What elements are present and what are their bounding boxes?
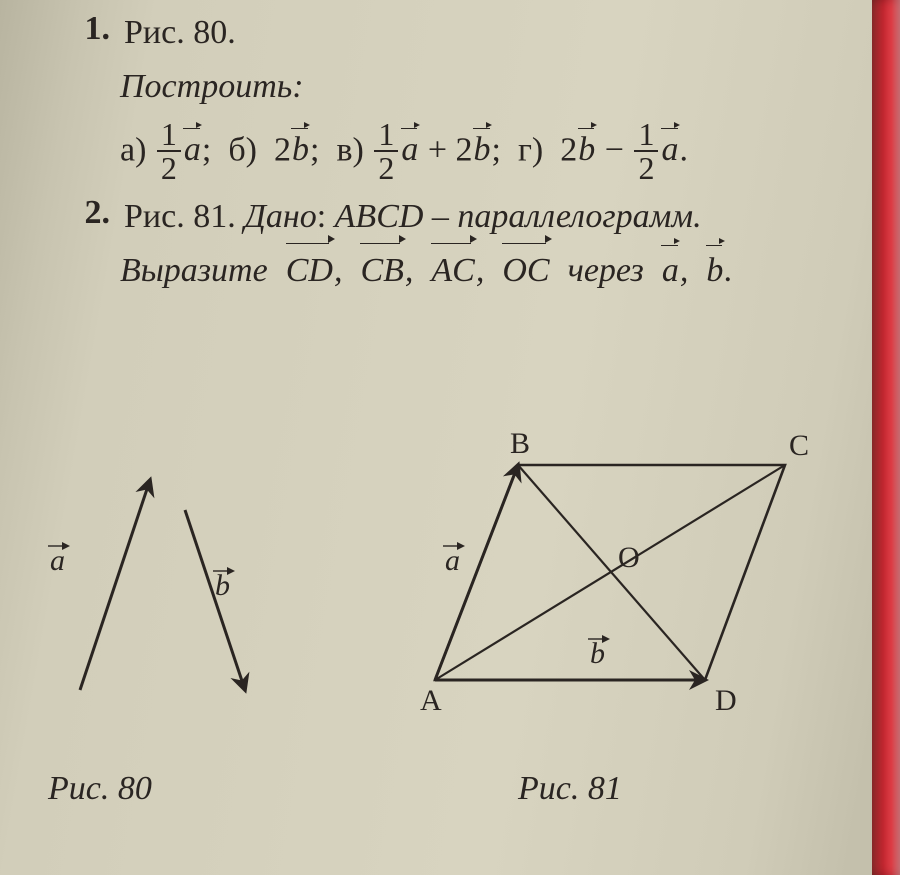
vec-b-2: b [473,131,492,169]
vec-b-1: b [291,131,310,169]
figure-80: a b [20,440,320,740]
problem-2-text: Рис. 81. Дано: ABCD – параллелограмм. [124,194,702,240]
fraction-half-2: 1 2 [374,118,398,184]
figure-80-caption: Рис. 80 [48,770,152,808]
figure-81-caption: Рис. 81 [518,770,622,808]
figure-81: A B C D O a b [380,425,850,735]
fraction-half-1: 1 2 [157,118,181,184]
vec-b-p2: b [705,248,724,294]
problem-1-instruction: Построить: [120,64,850,110]
problem-1-formula: а) 1 2 a; б) 2b; в) 1 2 a + 2b; г) 2b − … [120,118,850,184]
part-a-label: а) [120,131,146,168]
fig81-label-a: a [443,542,465,577]
problem-1-instruction-text: Построить: [120,64,304,110]
problem-2-line1: 2. Рис. 81. Дано: ABCD – параллелограмм. [50,194,850,240]
part-g-label: г) [518,131,543,168]
problem-1-number: 1. [50,10,120,48]
fig81-A: A [420,684,442,717]
part-v-label: в) [336,131,363,168]
diagonal-ac [435,465,785,680]
vec-OC: OC [501,248,550,294]
fig81-B: B [510,427,530,460]
fig80-label-b: b [213,567,235,602]
vec-CB: CB [359,248,404,294]
vec-a-p2: a [661,248,680,294]
fig81-label-b: b [588,635,610,670]
vec-b-3: b [577,131,596,169]
vec-a-2: a [400,131,419,169]
fig81-C: C [789,429,809,462]
vec-AC: AC [430,248,475,294]
problem-1-line1: 1. Рис. 80. [50,10,850,56]
vec-CD: CD [285,248,334,294]
fraction-half-3: 1 2 [634,118,658,184]
vec-a-1: a [183,131,202,169]
fig80-vector-a [80,480,150,690]
diagonal-bd [518,465,705,680]
fig80-label-a: a [48,542,70,577]
fig81-D: D [715,684,737,717]
book-spine [872,0,900,875]
fig81-O: O [618,541,640,574]
problem-2-task: Выразите CD, CB, AC, OC через a, b. [120,248,733,294]
figures-area: a b A B C D O a b [0,380,872,860]
problem-2-line2: Выразите CD, CB, AC, OC через a, b. [120,248,850,294]
problem-2-number: 2. [50,194,120,232]
page-content: 1. Рис. 80. Построить: а) 1 2 a; б) 2b; … [50,10,850,302]
vec-a-3: a [660,131,679,169]
part-b-label: б) [228,131,257,168]
problem-1-figure-ref: Рис. 80. [124,10,236,56]
